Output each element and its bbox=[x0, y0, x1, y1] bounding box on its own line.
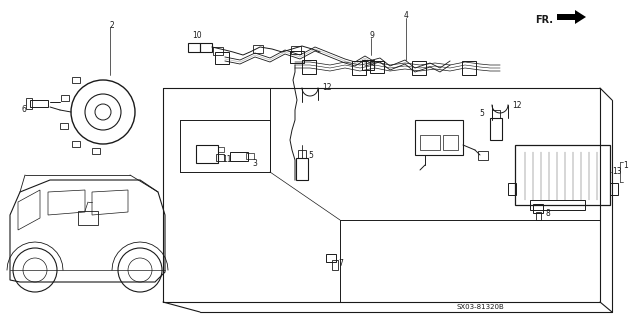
Bar bbox=[492, 110, 500, 118]
Bar bbox=[533, 204, 543, 213]
Bar bbox=[326, 254, 336, 262]
Bar bbox=[490, 118, 502, 140]
Bar bbox=[536, 212, 541, 220]
Bar bbox=[478, 151, 488, 160]
Text: 9: 9 bbox=[370, 30, 375, 39]
Bar bbox=[462, 61, 476, 75]
Bar bbox=[610, 183, 618, 195]
Bar bbox=[298, 150, 306, 158]
Text: 3: 3 bbox=[252, 158, 257, 167]
Bar bbox=[412, 61, 426, 75]
Bar bbox=[508, 183, 516, 195]
Bar bbox=[188, 43, 200, 52]
Text: 5: 5 bbox=[308, 150, 313, 159]
Bar bbox=[362, 60, 374, 70]
Text: 2: 2 bbox=[109, 20, 114, 29]
Bar bbox=[352, 61, 366, 75]
Text: 6: 6 bbox=[21, 106, 26, 115]
Text: 13: 13 bbox=[612, 167, 622, 177]
Bar bbox=[515, 145, 610, 205]
Text: 11: 11 bbox=[222, 156, 231, 164]
Bar bbox=[370, 61, 384, 73]
Bar bbox=[30, 100, 48, 107]
Bar bbox=[59, 124, 68, 129]
Bar bbox=[302, 60, 316, 74]
Bar bbox=[215, 52, 229, 64]
Bar bbox=[230, 152, 248, 161]
Bar bbox=[530, 200, 585, 210]
Bar bbox=[332, 260, 338, 270]
Bar bbox=[26, 98, 32, 109]
Bar bbox=[218, 147, 224, 152]
Bar bbox=[72, 77, 80, 83]
Bar bbox=[246, 153, 254, 159]
Text: 1: 1 bbox=[623, 161, 627, 170]
Bar bbox=[296, 158, 308, 180]
Bar bbox=[196, 145, 218, 163]
Bar bbox=[443, 135, 458, 150]
Text: 10: 10 bbox=[192, 30, 202, 39]
Text: 5: 5 bbox=[479, 109, 484, 118]
Bar bbox=[253, 45, 263, 53]
Bar bbox=[216, 154, 224, 161]
Bar bbox=[291, 46, 301, 54]
Text: FR.: FR. bbox=[535, 15, 553, 25]
Text: 4: 4 bbox=[404, 11, 408, 20]
Text: 12: 12 bbox=[322, 84, 331, 92]
Bar bbox=[61, 95, 69, 101]
Bar bbox=[78, 211, 98, 225]
Bar bbox=[92, 148, 100, 154]
Bar bbox=[420, 135, 440, 150]
Text: 12: 12 bbox=[512, 100, 522, 109]
Text: 7: 7 bbox=[338, 259, 343, 268]
Bar bbox=[200, 43, 212, 52]
Text: SX03-81320B: SX03-81320B bbox=[456, 304, 504, 310]
Bar bbox=[213, 47, 223, 55]
Polygon shape bbox=[557, 10, 586, 24]
Bar bbox=[72, 141, 80, 147]
Bar bbox=[290, 51, 304, 63]
Text: 8: 8 bbox=[545, 209, 550, 218]
Bar bbox=[415, 120, 463, 155]
